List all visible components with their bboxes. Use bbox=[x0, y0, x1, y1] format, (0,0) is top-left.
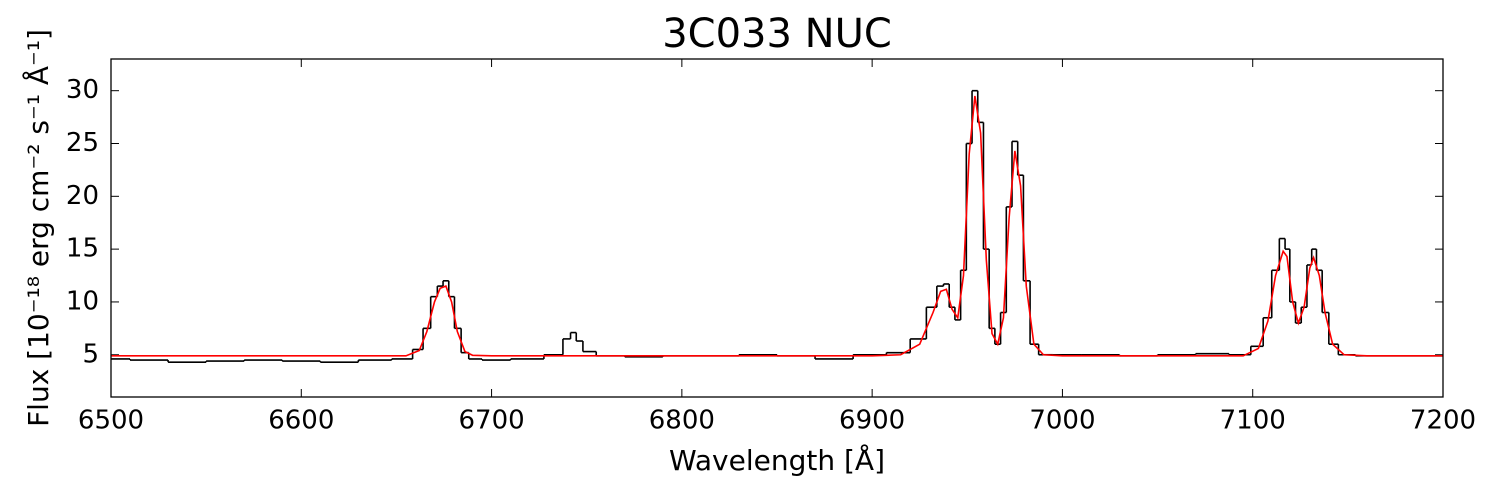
model-line bbox=[111, 95, 1443, 357]
y-axis-label: Flux [10⁻¹⁸ erg cm⁻² s⁻¹ Å⁻¹] bbox=[21, 29, 55, 427]
y-tick-label: 20 bbox=[66, 181, 99, 211]
x-tick-label: 7000 bbox=[1029, 406, 1095, 436]
x-axis-label: Wavelength [Å] bbox=[669, 443, 885, 477]
y-tick-label: 25 bbox=[66, 128, 99, 158]
x-tick-label: 7100 bbox=[1220, 406, 1286, 436]
x-tick-label: 6700 bbox=[458, 406, 524, 436]
chart-title: 3C033 NUC bbox=[662, 11, 892, 57]
y-tick-label: 10 bbox=[66, 286, 99, 316]
x-tick-label: 6800 bbox=[649, 406, 715, 436]
y-tick-label: 15 bbox=[66, 234, 99, 264]
x-tick-label: 6900 bbox=[839, 406, 905, 436]
plot-frame bbox=[110, 58, 1444, 398]
x-tick-label: 6500 bbox=[78, 406, 144, 436]
y-tick-label: 30 bbox=[66, 75, 99, 105]
y-tick-label: 5 bbox=[82, 339, 99, 369]
x-tick-label: 7200 bbox=[1410, 406, 1476, 436]
x-tick-label: 6600 bbox=[268, 406, 334, 436]
